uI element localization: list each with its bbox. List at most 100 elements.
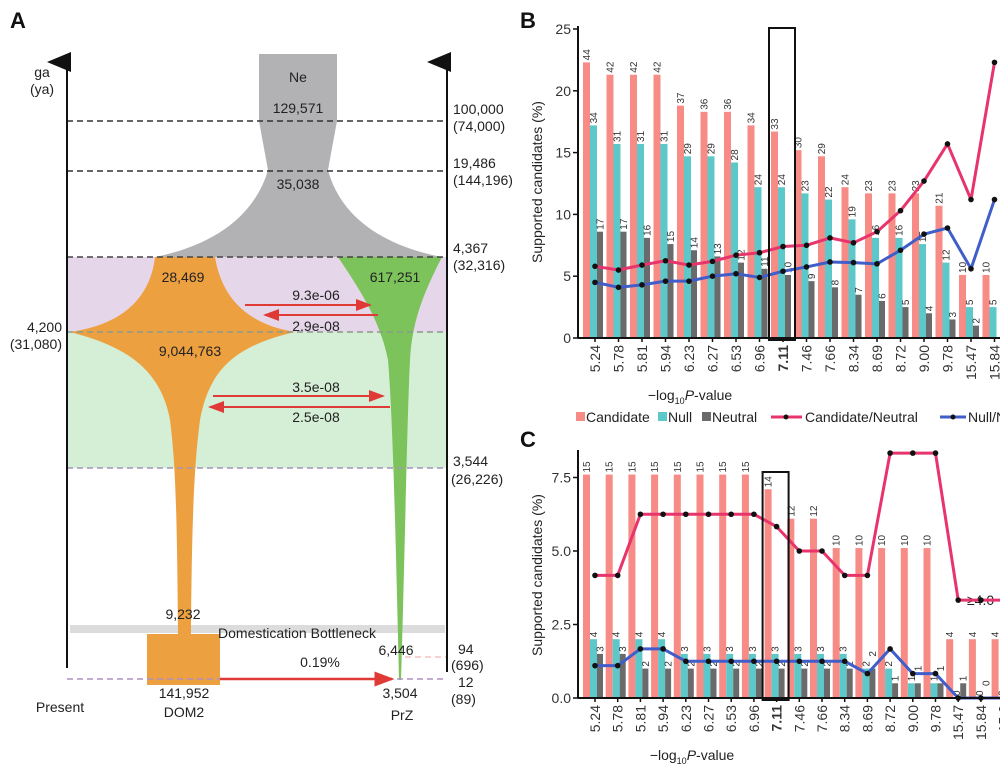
bar-count-label: 2 [972,318,983,324]
bar-count-label: 15 [666,231,677,243]
bar-count-label: 12 [809,505,820,517]
line-point [968,196,974,203]
migration-rate: 2.5e-08 [292,409,340,425]
legend-item-candidate: Candidate [586,409,650,425]
line-point [897,247,904,254]
bar-neutral [778,668,785,698]
bar-count-label: 44 [582,49,593,61]
time-ga: 4,200 [27,319,62,335]
line-point [660,511,666,518]
prz-population-shape [338,257,442,680]
bar-candidate [771,131,778,338]
bar-neutral [733,668,740,698]
bar-count-label: 3 [748,646,759,652]
bar-neutral [619,653,626,698]
bar-neutral [855,294,862,338]
time-ga: 12 [458,674,474,690]
bar-count-label: 0 [981,680,992,686]
bar-count-label: 2 [709,661,720,667]
bar-neutral [902,307,909,338]
bar-null [658,639,666,698]
bar-count-label: 10 [958,261,969,273]
line-point [991,59,998,66]
line-point [944,225,951,231]
x-tick-label: 9.78 [928,705,944,732]
line-point [773,658,780,665]
x-tick-label: 9.00 [905,705,921,732]
x-tick-label: 5.78 [610,705,626,732]
x-tick-label: 7.11 [775,345,791,372]
line-point [968,265,974,272]
bar-candidate [741,474,749,698]
bar-neutral [761,268,768,338]
bar-candidate [605,474,613,698]
bar-null [613,143,621,338]
line-point [827,259,833,265]
time-ya: (26,226) [451,471,503,487]
legend-item-null-neutral: Null/Neutral [968,409,1000,425]
bar-count-label: 15 [627,461,638,473]
x-tick-label: 8.34 [846,345,862,372]
x-axis-label: −log10P-value [650,747,735,766]
ne-value: 3,504 [382,685,417,701]
bar-candidate [946,639,954,698]
time-ga: 94 [458,641,474,657]
time-ya: (32,316) [453,257,505,273]
line-point [592,279,598,286]
bar-null [612,639,620,698]
y-tick-label: 15 [555,145,571,161]
bar-null [930,683,938,698]
line-point [932,670,939,677]
bar-count-label: 10 [854,534,865,546]
line-point [850,259,857,266]
ne-value: 35,038 [277,176,320,192]
time-ga: 3,544 [453,453,488,469]
bar-null [748,653,756,698]
line-point [615,284,622,291]
line-point [756,249,763,256]
bar-neutral [738,262,744,338]
bar-neutral [667,244,674,338]
bar-candidate [673,474,681,698]
line-point [709,258,716,265]
bar-null [726,653,734,698]
ne-value: 141,952 [159,685,210,701]
x-tick-label: 5.24 [587,345,603,372]
bar-null [707,156,715,338]
axis-unit-ga: ga [34,64,50,80]
time-ga: 100,000 [453,101,504,117]
line-point [773,523,780,530]
bar-count-label: 23 [888,180,899,192]
x-tick-label: 8.72 [893,345,909,372]
domestication-bottleneck-band [70,625,445,633]
y-tick-label: 5.0 [552,543,572,559]
bar-count-label: 16 [895,224,906,236]
bar-count-label: 13 [713,243,724,255]
ne-value: 129,571 [273,100,324,116]
bar-count-label: 37 [676,92,687,104]
line-point [709,273,716,280]
bottleneck-label: Domestication Bottleneck [218,625,377,641]
line-point [955,597,961,603]
bar-candidate [968,639,976,698]
y-axis-label: Supported candidates (%) [529,494,545,656]
y-tick-label: 20 [555,83,571,99]
bar-count-label: 31 [660,130,671,142]
bar-candidate [651,474,659,698]
line-point [728,658,734,665]
line-point [686,262,692,268]
line-point [827,235,833,241]
line-point [841,658,848,665]
time-ya: (144,196) [453,172,513,188]
highlight-box [768,27,796,341]
x-tick-label: 7.11 [769,705,785,732]
x-tick-label: 15.84 [987,345,1000,380]
line-point [796,658,803,665]
ne-value: 617,251 [370,269,421,285]
line-point [614,662,621,669]
bar-candidate [935,205,943,338]
x-tick-label: 9.00 [916,345,932,372]
bar-count-label: 1 [891,675,902,681]
y-tick-label: 0.0 [552,690,572,706]
bar-candidate [982,274,990,338]
